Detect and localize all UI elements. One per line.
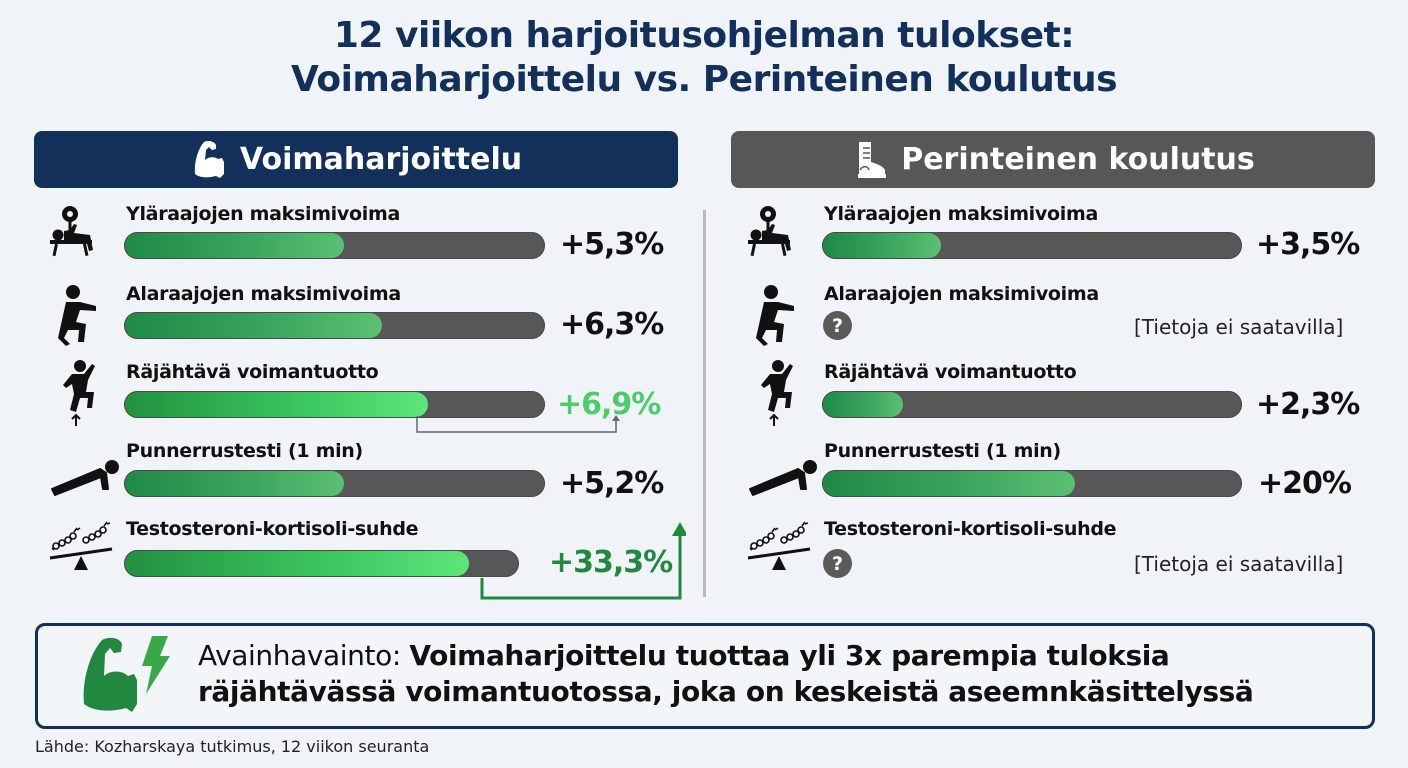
progress-fill bbox=[125, 392, 429, 417]
progress-bar bbox=[822, 391, 1242, 418]
progress-fill bbox=[125, 233, 344, 258]
progress-bar bbox=[822, 232, 1242, 259]
hormone-balance-icon bbox=[744, 516, 820, 586]
metric-value: +2,3% bbox=[1256, 387, 1360, 422]
left-row-explosive-power: Räjähtävä voimantuotto +6,9% bbox=[46, 358, 676, 428]
metric-label: Alaraajojen maksimivoima bbox=[126, 283, 401, 305]
progress-bar bbox=[124, 232, 545, 259]
metric-value: +3,5% bbox=[1256, 227, 1360, 262]
progress-bar bbox=[124, 470, 545, 497]
progress-bar bbox=[124, 312, 545, 339]
key-finding-lead: Avainhavainto: bbox=[198, 639, 401, 672]
right-row-lower-body-strength: Alaraajojen maksimivoima ? [Tietoja ei s… bbox=[744, 280, 1374, 350]
column-header-strength-training: Voimaharjoittelu bbox=[34, 131, 678, 188]
metric-label: Testosteroni-kortisoli-suhde bbox=[126, 518, 419, 540]
question-icon: ? bbox=[823, 311, 852, 340]
progress-bar bbox=[124, 391, 545, 418]
key-finding-box: Avainhavainto: Voimaharjoittelu tuottaa … bbox=[35, 623, 1375, 729]
no-data-text: [Tietoja ei saatavilla] bbox=[1134, 552, 1344, 576]
pushup-icon bbox=[744, 437, 820, 507]
progress-fill bbox=[125, 551, 469, 576]
progress-fill bbox=[823, 471, 1075, 496]
column-header-label: Voimaharjoittelu bbox=[239, 142, 523, 177]
jump-icon bbox=[744, 358, 820, 428]
metric-label: Punnerrustesti (1 min) bbox=[126, 440, 363, 462]
progress-fill bbox=[823, 392, 903, 417]
metric-label: Yläraajojen maksimivoima bbox=[824, 203, 1098, 225]
metric-label: Alaraajojen maksimivoima bbox=[824, 283, 1099, 305]
title-line-2: Voimaharjoittelu vs. Perinteinen koulutu… bbox=[290, 59, 1118, 100]
metric-label: Testosteroni-kortisoli-suhde bbox=[824, 518, 1117, 540]
no-data-text: [Tietoja ei saatavilla] bbox=[1134, 315, 1344, 339]
jump-icon bbox=[46, 358, 122, 428]
left-row-pushup-test: Punnerrustesti (1 min) +5,2% bbox=[46, 437, 676, 507]
flexed-arm-icon bbox=[194, 140, 224, 178]
column-header-traditional-training: Perinteinen koulutus bbox=[731, 131, 1375, 188]
metric-value-highlight: +33,3% bbox=[549, 545, 673, 580]
left-row-upper-body-strength: Yläraajojen maksimivoima +5,3% bbox=[46, 200, 676, 270]
metric-value: +6,3% bbox=[560, 307, 664, 342]
right-row-upper-body-strength: Yläraajojen maksimivoima +3,5% bbox=[744, 200, 1374, 270]
key-finding-body: Voimaharjoittelu tuottaa yli 3x parempia… bbox=[198, 639, 1254, 708]
right-row-explosive-power: Räjähtävä voimantuotto +2,3% bbox=[744, 358, 1374, 428]
metric-value: +5,2% bbox=[560, 466, 664, 501]
left-row-lower-body-strength: Alaraajojen maksimivoima +6,3% bbox=[46, 280, 676, 350]
metric-label: Yläraajojen maksimivoima bbox=[126, 203, 400, 225]
right-row-testosterone-cortisol: Testosteroni-kortisoli-suhde ? [Tietoja … bbox=[744, 516, 1374, 586]
column-divider bbox=[703, 210, 706, 597]
bench-press-icon bbox=[46, 200, 122, 270]
column-header-label: Perinteinen koulutus bbox=[901, 142, 1255, 177]
progress-fill bbox=[823, 233, 941, 258]
progress-fill bbox=[125, 471, 344, 496]
source-citation: Lähde: Kozharskaya tutkimus, 12 viikon s… bbox=[35, 737, 430, 756]
pushup-icon bbox=[46, 437, 122, 507]
key-finding-text: Avainhavainto: Voimaharjoittelu tuottaa … bbox=[198, 638, 1358, 710]
metric-value-highlight: +6,9% bbox=[557, 387, 661, 422]
progress-bar bbox=[822, 470, 1242, 497]
metric-label: Räjähtävä voimantuotto bbox=[824, 361, 1077, 383]
metric-value: +5,3% bbox=[560, 227, 664, 262]
bench-press-icon bbox=[744, 200, 820, 270]
squat-icon bbox=[744, 280, 820, 350]
hormone-balance-icon bbox=[46, 516, 122, 586]
metric-label: Punnerrustesti (1 min) bbox=[824, 440, 1061, 462]
left-row-testosterone-cortisol: Testosteroni-kortisoli-suhde +33,3% bbox=[46, 516, 676, 586]
metric-label: Räjähtävä voimantuotto bbox=[126, 361, 379, 383]
progress-bar bbox=[124, 550, 519, 577]
question-icon: ? bbox=[823, 549, 852, 578]
squat-icon bbox=[46, 280, 122, 350]
right-row-pushup-test: Punnerrustesti (1 min) +20% bbox=[744, 437, 1374, 507]
metric-value: +20% bbox=[1258, 466, 1352, 501]
strength-lightning-icon bbox=[83, 636, 170, 712]
page-title: 12 viikon harjoitusohjelman tulokset: Vo… bbox=[0, 14, 1408, 102]
boot-icon bbox=[858, 141, 887, 178]
title-line-1: 12 viikon harjoitusohjelman tulokset: bbox=[333, 15, 1075, 56]
progress-fill bbox=[125, 313, 382, 338]
